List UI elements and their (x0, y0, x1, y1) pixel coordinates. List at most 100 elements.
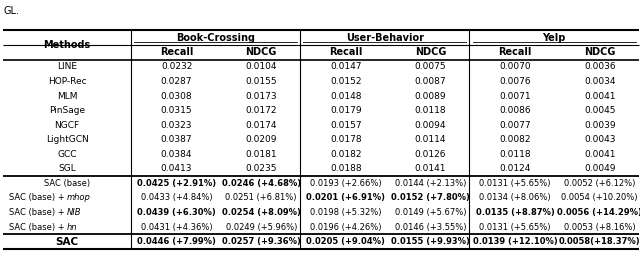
Text: 0.0157: 0.0157 (330, 121, 362, 130)
Text: 0.0179: 0.0179 (330, 106, 362, 115)
Text: 0.0087: 0.0087 (415, 77, 446, 86)
Text: HOP-Rec: HOP-Rec (48, 77, 86, 86)
Text: 0.0149 (+5.67%): 0.0149 (+5.67%) (395, 208, 466, 217)
Text: 0.0232: 0.0232 (161, 62, 192, 71)
Text: 0.0172: 0.0172 (246, 106, 277, 115)
Text: hn: hn (67, 223, 77, 232)
Text: 0.0039: 0.0039 (584, 121, 616, 130)
Text: 0.0131 (+5.65%): 0.0131 (+5.65%) (479, 179, 551, 188)
Text: 0.0126: 0.0126 (415, 150, 446, 159)
Text: 0.0034: 0.0034 (584, 77, 616, 86)
Text: SAC: SAC (56, 237, 79, 247)
Text: Book-Crossing: Book-Crossing (176, 33, 255, 43)
Text: GL.: GL. (3, 6, 19, 16)
Text: 0.0152 (+7.80%): 0.0152 (+7.80%) (391, 194, 470, 202)
Text: 0.0308: 0.0308 (161, 91, 193, 101)
Text: 0.0043: 0.0043 (584, 135, 616, 144)
Text: 0.0155 (+9.93%): 0.0155 (+9.93%) (391, 237, 470, 246)
Text: 0.0053 (+8.16%): 0.0053 (+8.16%) (564, 223, 636, 232)
Text: 0.0148: 0.0148 (330, 91, 362, 101)
Text: 0.0384: 0.0384 (161, 150, 193, 159)
Text: 0.0094: 0.0094 (415, 121, 446, 130)
Text: 0.0045: 0.0045 (584, 106, 616, 115)
Text: SAC (base): SAC (base) (44, 179, 90, 188)
Text: 0.0235: 0.0235 (246, 164, 277, 173)
Text: mhop: mhop (67, 194, 91, 202)
Text: 0.0089: 0.0089 (415, 91, 446, 101)
Text: 0.0209: 0.0209 (246, 135, 277, 144)
Text: 0.0178: 0.0178 (330, 135, 362, 144)
Text: 0.0131 (+5.65%): 0.0131 (+5.65%) (479, 223, 551, 232)
Text: Recall: Recall (499, 47, 532, 57)
Text: 0.0174: 0.0174 (246, 121, 277, 130)
Text: 0.0086: 0.0086 (499, 106, 531, 115)
Text: 0.0104: 0.0104 (246, 62, 277, 71)
Text: 0.0439 (+6.30%): 0.0439 (+6.30%) (137, 208, 216, 217)
Text: 0.0446 (+7.99%): 0.0446 (+7.99%) (137, 237, 216, 246)
Text: 0.0173: 0.0173 (245, 91, 277, 101)
Text: Yelp: Yelp (543, 33, 566, 43)
Text: 0.0152: 0.0152 (330, 77, 362, 86)
Text: SGL: SGL (58, 164, 76, 173)
Text: 0.0077: 0.0077 (499, 121, 531, 130)
Text: LightGCN: LightGCN (45, 135, 88, 144)
Text: 0.0049: 0.0049 (584, 164, 616, 173)
Text: 0.0254 (+8.09%): 0.0254 (+8.09%) (222, 208, 301, 217)
Text: 0.0257 (+9.36%): 0.0257 (+9.36%) (222, 237, 301, 246)
Text: 0.0139 (+12.10%): 0.0139 (+12.10%) (473, 237, 557, 246)
Text: 0.0287: 0.0287 (161, 77, 193, 86)
Text: NIB: NIB (67, 208, 81, 217)
Text: NDCG: NDCG (584, 47, 616, 57)
Text: 0.0052 (+6.12%): 0.0052 (+6.12%) (564, 179, 636, 188)
Text: 0.0251 (+6.81%): 0.0251 (+6.81%) (225, 194, 297, 202)
Text: PinSage: PinSage (49, 106, 85, 115)
Text: 0.0071: 0.0071 (499, 91, 531, 101)
Text: 0.0135 (+8.87%): 0.0135 (+8.87%) (476, 208, 554, 217)
Text: NDCG: NDCG (415, 47, 446, 57)
Text: 0.0249 (+5.96%): 0.0249 (+5.96%) (225, 223, 297, 232)
Text: MLM: MLM (57, 91, 77, 101)
Text: 0.0118: 0.0118 (415, 106, 446, 115)
Text: 0.0041: 0.0041 (584, 150, 616, 159)
Text: 0.0118: 0.0118 (499, 150, 531, 159)
Text: SAC (base) +: SAC (base) + (9, 223, 67, 232)
Text: 0.0082: 0.0082 (499, 135, 531, 144)
Text: 0.0124: 0.0124 (499, 164, 531, 173)
Text: 0.0141: 0.0141 (415, 164, 446, 173)
Text: 0.0056 (+14.29%): 0.0056 (+14.29%) (557, 208, 640, 217)
Text: 0.0387: 0.0387 (161, 135, 193, 144)
Text: 0.0054 (+10.20%): 0.0054 (+10.20%) (561, 194, 638, 202)
Text: 0.0431 (+4.36%): 0.0431 (+4.36%) (141, 223, 212, 232)
Text: 0.0246 (+4.68%): 0.0246 (+4.68%) (221, 179, 301, 188)
Text: NGCF: NGCF (54, 121, 79, 130)
Text: 0.0075: 0.0075 (415, 62, 446, 71)
Text: 0.0201 (+6.91%): 0.0201 (+6.91%) (307, 194, 385, 202)
Text: 0.0181: 0.0181 (245, 150, 277, 159)
Text: 0.0144 (+2.13%): 0.0144 (+2.13%) (395, 179, 466, 188)
Text: 0.0134 (+8.06%): 0.0134 (+8.06%) (479, 194, 551, 202)
Text: 0.0205 (+9.04%): 0.0205 (+9.04%) (307, 237, 385, 246)
Text: 0.0155: 0.0155 (245, 77, 277, 86)
Text: 0.0198 (+5.32%): 0.0198 (+5.32%) (310, 208, 381, 217)
Text: 0.0076: 0.0076 (499, 77, 531, 86)
Text: Recall: Recall (329, 47, 362, 57)
Text: 0.0433 (+4.84%): 0.0433 (+4.84%) (141, 194, 212, 202)
Text: 0.0323: 0.0323 (161, 121, 193, 130)
Text: Recall: Recall (160, 47, 193, 57)
Text: 0.0036: 0.0036 (584, 62, 616, 71)
Text: 0.0315: 0.0315 (161, 106, 193, 115)
Text: 0.0146 (+3.55%): 0.0146 (+3.55%) (395, 223, 466, 232)
Text: 0.0070: 0.0070 (499, 62, 531, 71)
Text: LINE: LINE (57, 62, 77, 71)
Text: 0.0425 (+2.91%): 0.0425 (+2.91%) (137, 179, 216, 188)
Text: 0.0413: 0.0413 (161, 164, 193, 173)
Text: GCC: GCC (58, 150, 77, 159)
Text: SAC (base) +: SAC (base) + (9, 208, 67, 217)
Text: SAC (base) +: SAC (base) + (9, 194, 67, 202)
Text: 0.0182: 0.0182 (330, 150, 362, 159)
Text: 0.0058(+18.37%): 0.0058(+18.37%) (559, 237, 640, 246)
Text: 0.0193 (+2.66%): 0.0193 (+2.66%) (310, 179, 381, 188)
Text: 0.0114: 0.0114 (415, 135, 446, 144)
Text: 0.0196 (+4.26%): 0.0196 (+4.26%) (310, 223, 381, 232)
Text: User-Behavior: User-Behavior (346, 33, 424, 43)
